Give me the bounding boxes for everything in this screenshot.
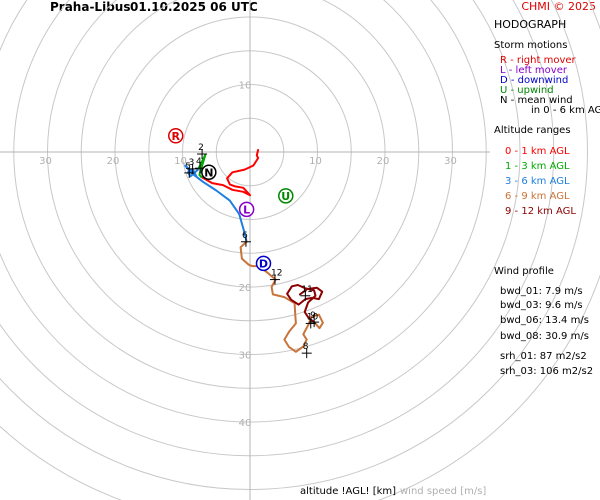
storm-marker-label: L (243, 203, 250, 216)
height-mark-label: 12 (271, 269, 282, 279)
ring-label: 30 (39, 156, 52, 167)
hodograph-trace (286, 284, 324, 324)
storm-marker-circle (255, 255, 272, 272)
height-mark-label: 2 (198, 143, 204, 153)
storm-motion-item: N - mean wind (500, 95, 573, 106)
storm-marker-label: D (259, 257, 268, 270)
storm-marker-label: N (204, 166, 213, 179)
height-mark-label: 3 (189, 158, 195, 168)
storm-marker-label: R (172, 130, 181, 143)
panel-title: HODOGRAPH (494, 18, 567, 31)
height-mark-label: 5 (185, 162, 191, 172)
altitude-axis-label: altitude !AGL! [km] (300, 486, 397, 497)
altitude-range-item: 0 - 1 km AGL (505, 146, 570, 157)
storm-motion-item: in 0 - 6 km AGL (531, 105, 600, 116)
wind-profile-item: srh_01: 87 m2/s2 (500, 351, 587, 362)
storm-marker-circle (238, 201, 255, 218)
hodograph-trace (200, 149, 260, 197)
storm-motion-item: L - left mover (500, 65, 567, 76)
wind-profile-item: srh_03: 106 m2/s2 (500, 366, 594, 377)
height-mark-label: 6 (242, 231, 248, 241)
station-name: Praha-Libus (50, 0, 131, 14)
ring-label: 10 (174, 156, 187, 167)
height-mark-label: 10 (307, 312, 319, 322)
ring-label: 10 (239, 81, 252, 92)
ring-label: 20 (377, 156, 390, 167)
header-bar: Praha-Libus 01.10.2025 06 UTC CHMI © 202… (0, 0, 600, 14)
altitude-range-item: 1 - 3 km AGL (505, 161, 570, 172)
altitude-ranges-title: Altitude ranges (494, 125, 571, 136)
storm-marker-circle (278, 188, 294, 204)
altitude-range-item: 6 - 9 km AGL (505, 191, 570, 202)
ring-label: 30 (444, 156, 457, 167)
hodograph-trace (197, 153, 207, 178)
windspeed-axis-label: wind speed [m/s] (400, 486, 487, 497)
hodograph-trace (239, 240, 324, 353)
wind-profile-title: Wind profile (494, 266, 554, 277)
copyright: CHMI © 2025 (521, 0, 596, 13)
altitude-range-item: 3 - 6 km AGL (505, 176, 570, 187)
storm-marker-circle (168, 128, 184, 144)
ring-label: 10 (309, 156, 322, 167)
altitude-range-item: 9 - 12 km AGL (505, 206, 576, 217)
storm-motion-item: U - upwind (500, 85, 554, 96)
storm-motions-title: Storm motions (494, 40, 568, 51)
storm-marker-circle (201, 164, 217, 180)
ring-label: 40 (239, 418, 252, 429)
wind-profile-item: bwd_08: 30.9 m/s (500, 331, 589, 342)
storm-marker-label: U (281, 190, 290, 203)
hodograph-trace (184, 164, 248, 243)
height-mark-label: 11 (301, 285, 312, 295)
wind-profile-item: bwd_03: 9.6 m/s (500, 300, 583, 311)
height-mark-label: 8 (303, 342, 309, 352)
wind-profile-item: bwd_01: 7.9 m/s (500, 286, 583, 297)
datetime: 01.10.2025 06 UTC (130, 0, 258, 14)
speed-ring (0, 0, 521, 423)
ring-label: 20 (107, 156, 120, 167)
height-mark-label: 9 (310, 311, 316, 321)
height-mark-label: 4 (196, 157, 202, 167)
storm-motion-item: R - right mover (500, 55, 576, 66)
ring-label: 30 (239, 351, 252, 362)
ring-label: 20 (239, 283, 252, 294)
storm-motion-item: D - downwind (500, 75, 569, 86)
wind-profile-item: bwd_06: 13.4 m/s (500, 315, 589, 326)
